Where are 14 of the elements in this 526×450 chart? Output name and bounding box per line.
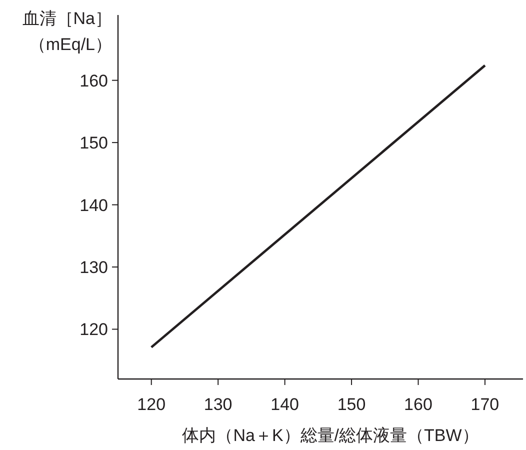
x-tick-label: 140 <box>270 395 299 414</box>
y-tick-label: 140 <box>80 196 108 215</box>
y-tick-label: 130 <box>80 258 108 277</box>
x-tick-label: 120 <box>137 395 166 414</box>
text: （mEq/L） <box>28 35 112 54</box>
y-tick-label: 160 <box>80 71 108 90</box>
x-tick-label: 150 <box>337 395 366 414</box>
x-tick-label: 130 <box>204 395 232 414</box>
y-tick-label: 150 <box>80 134 108 153</box>
y-tick-label: 120 <box>80 320 108 340</box>
y-axis-title: 血清［Na］ <box>22 9 112 28</box>
x-tick-label: 160 <box>404 395 432 414</box>
x-axis-title: 体内（Na＋K）総量/総体液量（TBW） <box>182 426 479 445</box>
x-tick-label: 170 <box>470 395 500 414</box>
